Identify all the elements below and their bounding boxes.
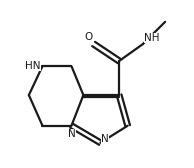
Text: N: N [101,134,109,144]
Text: HN: HN [25,61,41,71]
Text: NH: NH [144,33,159,43]
Text: N: N [68,129,76,139]
Text: O: O [85,32,93,42]
